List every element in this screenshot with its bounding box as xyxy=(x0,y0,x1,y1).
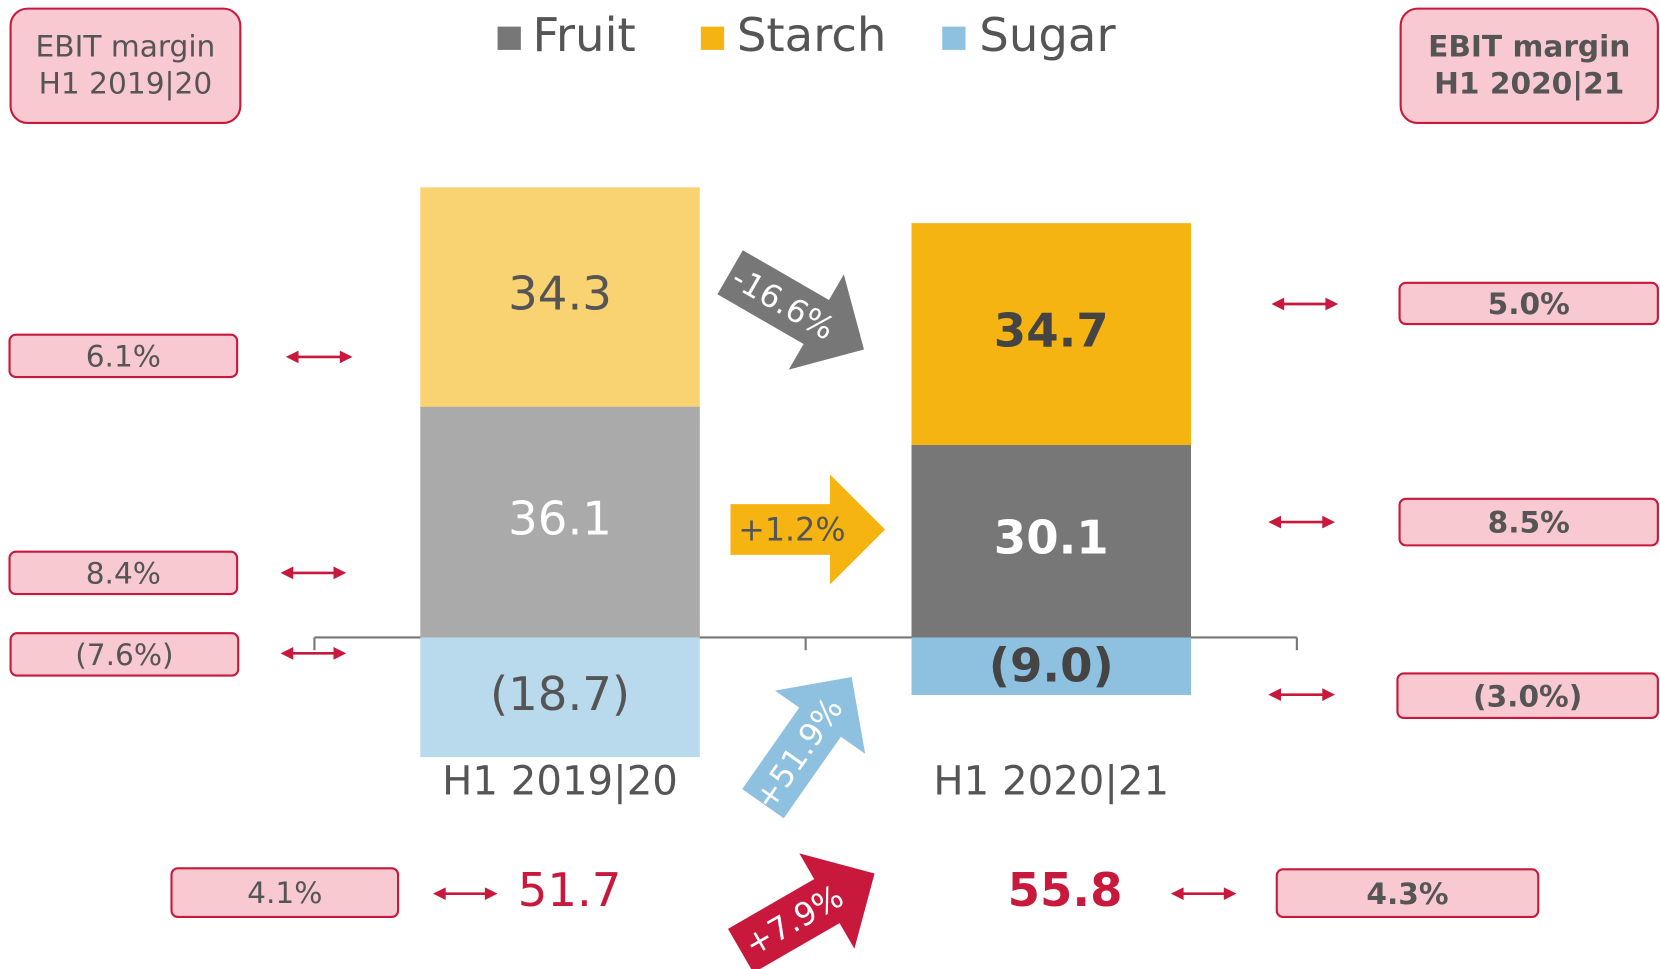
arrow-shape xyxy=(742,677,866,819)
margin-box xyxy=(8,550,239,596)
legend-label: Sugar xyxy=(979,8,1116,62)
margin-label: (3.0%) xyxy=(1473,678,1582,713)
margin-header-box xyxy=(1399,7,1659,125)
margin-box xyxy=(1398,497,1659,547)
margin-label: 5.0% xyxy=(1488,286,1570,321)
bar-segment xyxy=(911,637,1192,696)
bar-label: 34.3 xyxy=(508,266,612,320)
margin-box xyxy=(1396,672,1659,719)
arrow-shape xyxy=(717,250,864,370)
margin-header: H1 2020|21 xyxy=(1434,65,1624,101)
margin-header: EBIT margin xyxy=(1428,28,1630,63)
change-arrow: +7.9% xyxy=(727,853,875,969)
bar-label: (18.7) xyxy=(490,667,630,721)
bar-label: 34.7 xyxy=(994,304,1109,358)
bar-segment xyxy=(420,187,700,407)
margin-label: 6.1% xyxy=(86,338,161,373)
legend-swatch xyxy=(700,26,725,50)
margin-label: 8.4% xyxy=(86,556,161,591)
margin-label: 4.1% xyxy=(247,875,322,910)
bar-label: 36.1 xyxy=(508,492,612,546)
legend-label: Fruit xyxy=(533,8,636,62)
bar-segment xyxy=(420,637,700,758)
arrow-shape xyxy=(730,474,886,585)
total-label: 55.8 xyxy=(1008,863,1123,917)
margin-header-box xyxy=(9,7,242,125)
margin-box xyxy=(9,632,240,677)
margin-label: 4.3% xyxy=(1366,876,1448,911)
margin-label: 8.5% xyxy=(1488,505,1570,540)
bar-segment xyxy=(420,406,700,638)
legend-label: Starch xyxy=(737,8,887,62)
arrow-shape xyxy=(727,853,875,969)
bar-label: (9.0) xyxy=(989,639,1114,693)
margin-box xyxy=(170,867,400,919)
margin-box xyxy=(1398,281,1659,326)
margin-box xyxy=(1275,868,1540,919)
legend-swatch xyxy=(942,26,966,50)
change-arrow: -16.6% xyxy=(717,250,864,370)
legend-swatch xyxy=(497,26,521,50)
margin-label: (7.6%) xyxy=(75,637,173,672)
change-arrow: +1.2% xyxy=(730,474,886,585)
change-label: +1.2% xyxy=(738,513,845,549)
bar-label: 30.1 xyxy=(994,511,1109,565)
margin-header: H1 2019|20 xyxy=(39,65,213,101)
total-label: 51.7 xyxy=(518,863,622,917)
margin-box xyxy=(8,333,239,379)
margin-header: EBIT margin xyxy=(36,28,216,63)
category-label: H1 2019|20 xyxy=(442,759,678,805)
bar-segment xyxy=(911,445,1192,638)
bar-segment xyxy=(911,223,1192,446)
category-label: H1 2020|21 xyxy=(933,759,1169,805)
change-arrow: +51.9% xyxy=(742,677,866,819)
